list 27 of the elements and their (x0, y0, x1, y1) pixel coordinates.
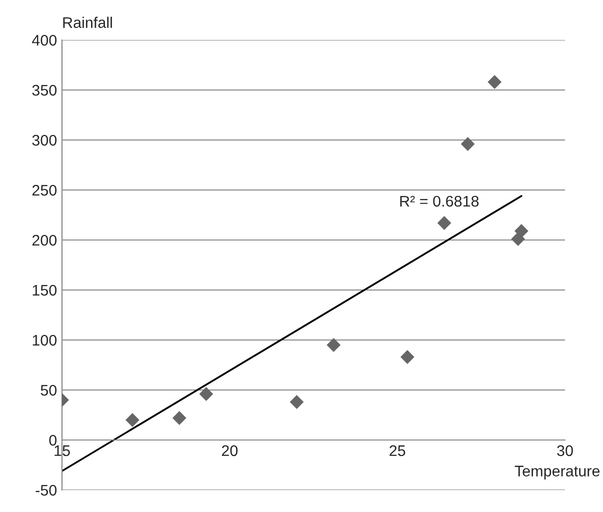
point (125, 413, 140, 427)
point (437, 216, 452, 230)
y-tick-label: 350 (32, 84, 57, 96)
point (460, 137, 475, 151)
y-axis-title: Rainfall (63, 16, 112, 28)
y-tick-label: 200 (32, 234, 57, 246)
point (172, 411, 186, 425)
x-tick-label: 25 (390, 445, 406, 456)
y-tick-label: 0 (49, 434, 57, 446)
x-axis-title: Temperature (514, 466, 600, 480)
point (514, 224, 528, 238)
y-tick-label: -50 (36, 484, 57, 496)
y-tick-label: 100 (32, 334, 57, 346)
point (326, 338, 341, 352)
y-tick-label: 300 (32, 134, 57, 146)
point (488, 75, 502, 89)
x-tick-label: 30 (557, 445, 573, 456)
y-tick-label: 150 (32, 284, 57, 296)
x-tick-label: 15 (54, 445, 70, 456)
x-tick-label: 20 (222, 445, 238, 456)
annotation: R² = 0.6818 (400, 196, 479, 207)
point (199, 387, 214, 401)
y-tick-label: 400 (32, 34, 57, 46)
point (290, 395, 304, 409)
y-tick-label: 50 (40, 384, 57, 396)
y-tick-label: 250 (32, 184, 57, 196)
point (400, 350, 414, 364)
